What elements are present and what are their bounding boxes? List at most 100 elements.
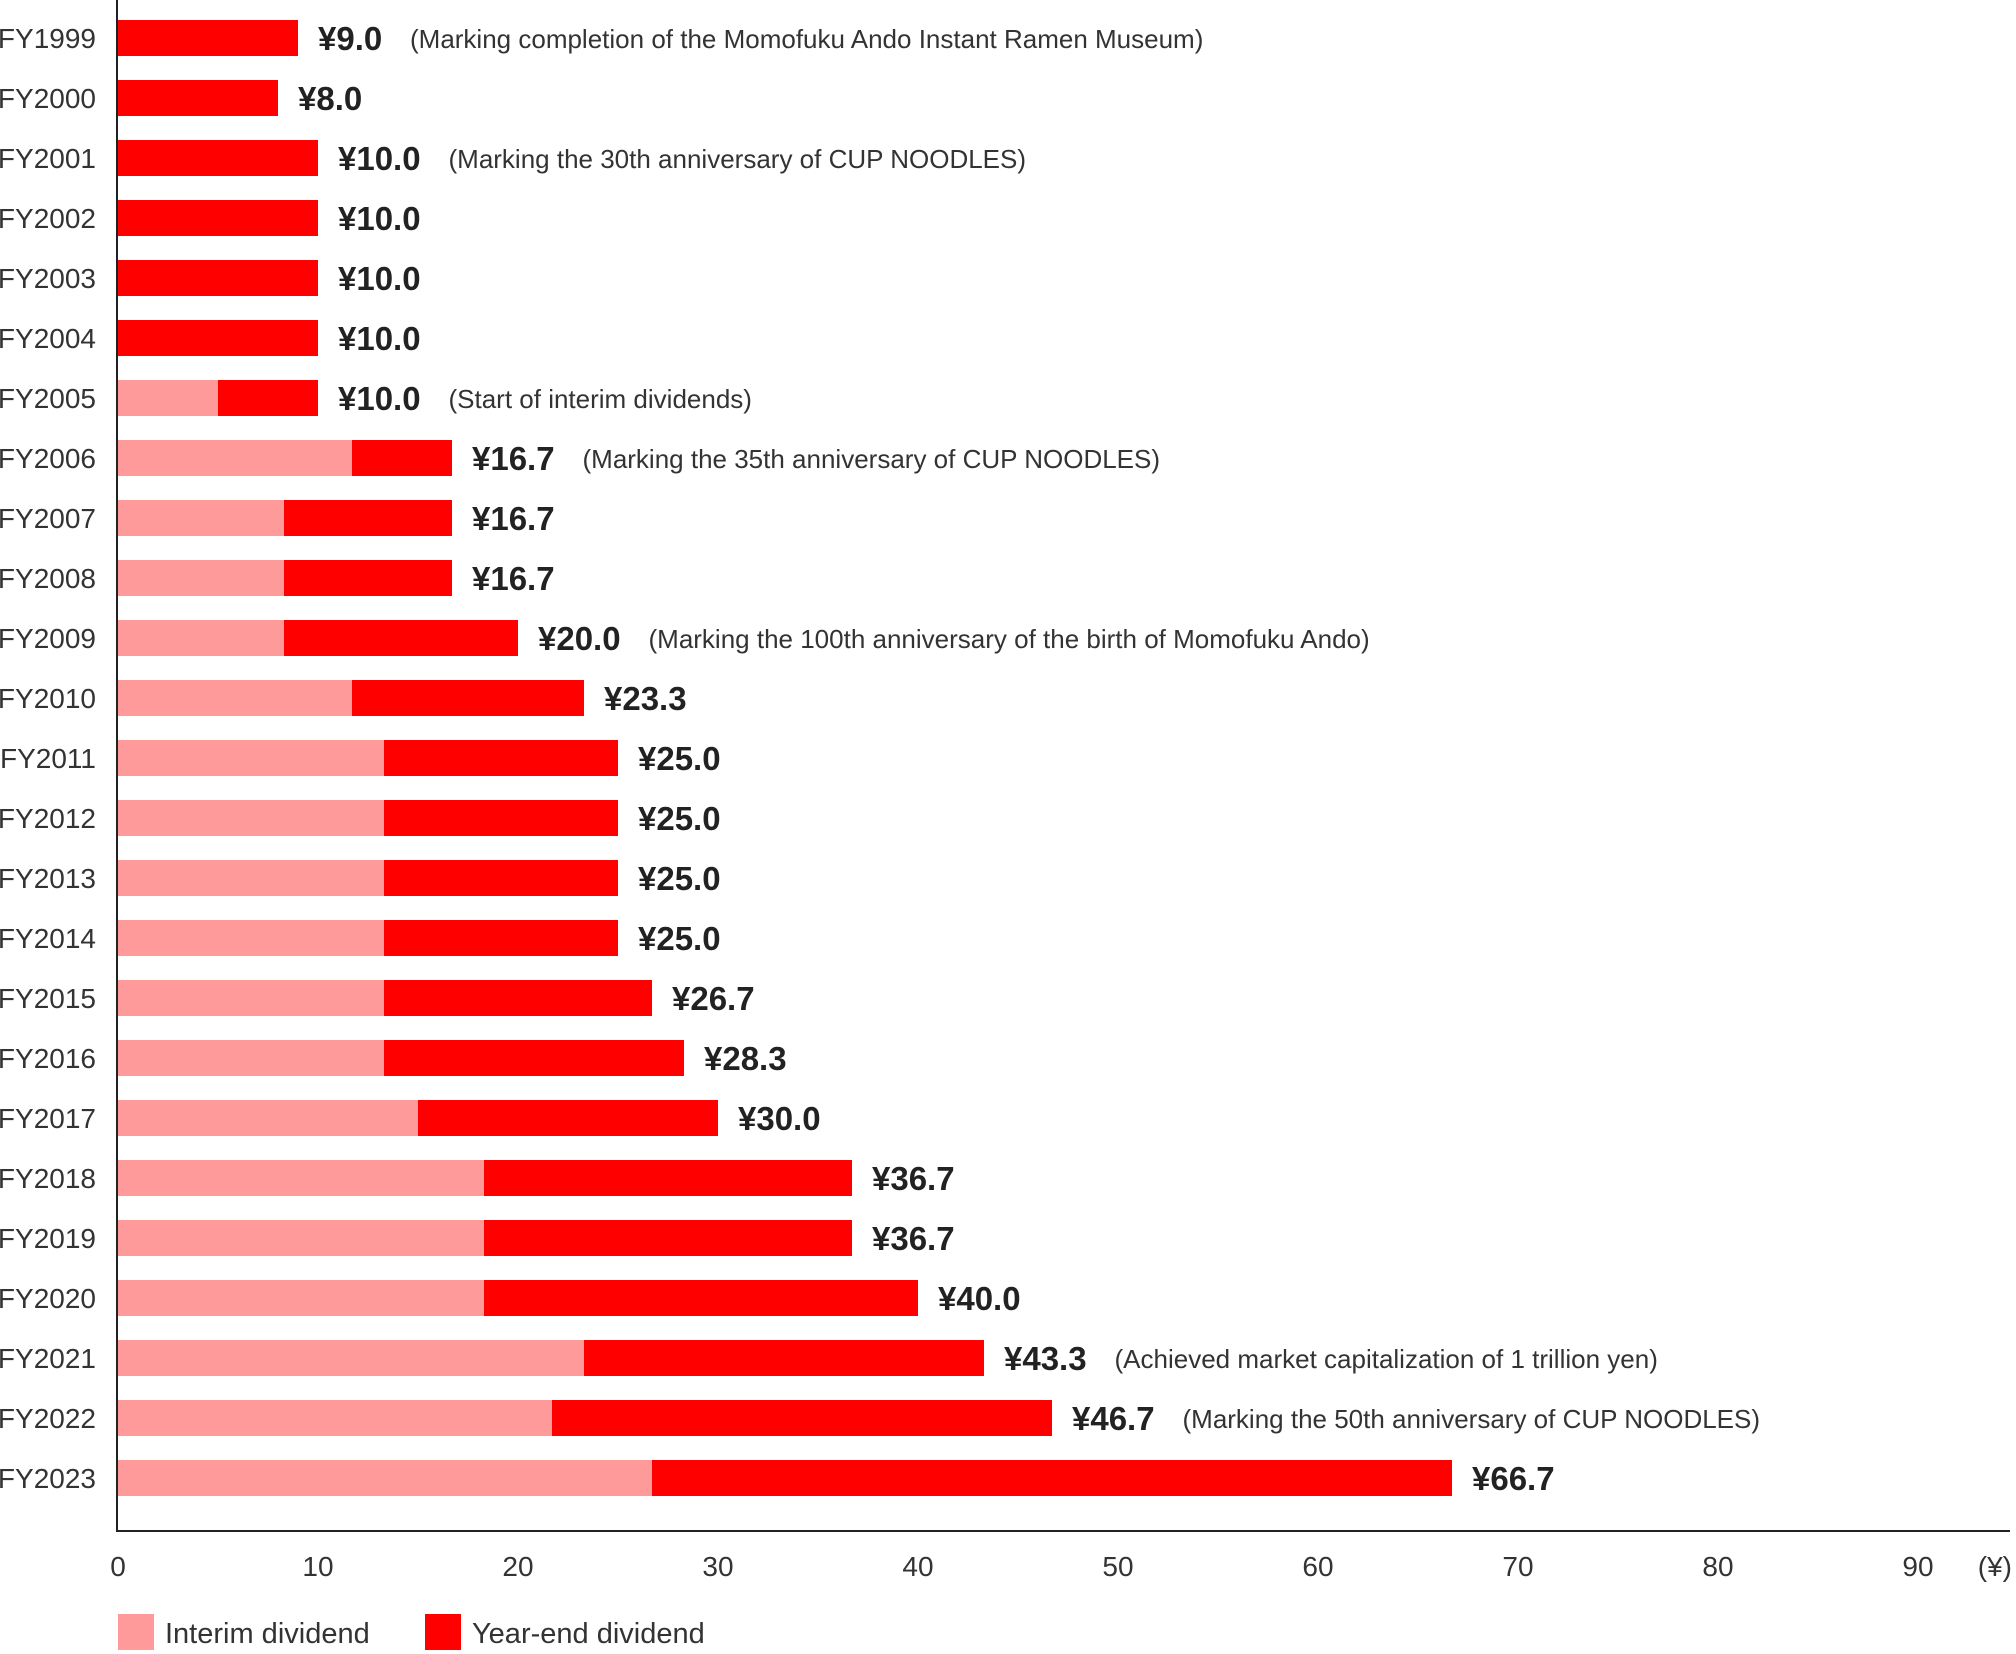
legend-label-year-end: Year-end dividend (472, 1618, 705, 1650)
annotation-label: (Marking the 30th anniversary of CUP NOO… (449, 144, 1027, 174)
year-end-dividend-bar (352, 440, 452, 476)
category-label: FY2022 (0, 1403, 96, 1434)
interim-dividend-bar (118, 560, 284, 596)
category-label: FY2013 (0, 863, 96, 894)
annotation-label: (Marking completion of the Momofuku Ando… (410, 24, 1203, 54)
x-tick-label: 60 (1302, 1551, 1333, 1582)
total-value-label: ¥23.3 (604, 680, 687, 717)
x-tick-label: 80 (1702, 1551, 1733, 1582)
x-axis-unit-label: (¥) (1978, 1551, 2012, 1582)
category-label: FY2010 (0, 683, 96, 714)
annotation-label: (Marking the 100th anniversary of the bi… (649, 624, 1370, 654)
x-tick-label: 40 (902, 1551, 933, 1582)
annotation-label: (Marking the 50th anniversary of CUP NOO… (1183, 1404, 1761, 1434)
total-value-label: ¥10.0 (338, 260, 421, 297)
total-value-label: ¥43.3 (1004, 1340, 1087, 1377)
category-label: FY2007 (0, 503, 96, 534)
total-value-label: ¥16.7 (472, 560, 555, 597)
year-end-dividend-bar (484, 1160, 852, 1196)
year-end-dividend-bar (384, 920, 618, 956)
total-value-label: ¥25.0 (638, 740, 721, 777)
year-end-dividend-bar (218, 380, 318, 416)
year-end-dividend-bar (418, 1100, 718, 1136)
year-end-dividend-bar (384, 740, 618, 776)
interim-dividend-bar (118, 1220, 484, 1256)
bars-layer (118, 20, 1452, 1496)
interim-dividend-bar (118, 620, 284, 656)
interim-dividend-bar (118, 1400, 552, 1436)
interim-dividend-bar (118, 800, 384, 836)
total-value-label: ¥25.0 (638, 800, 721, 837)
interim-dividend-bar (118, 1100, 418, 1136)
category-label: FY2018 (0, 1163, 96, 1194)
interim-dividend-bar (118, 440, 352, 476)
category-label: FY2021 (0, 1343, 96, 1374)
category-label: FY2011 (0, 743, 96, 774)
year-end-dividend-bar (584, 1340, 984, 1376)
year-end-dividend-bar (284, 620, 518, 656)
category-label: FY2008 (0, 563, 96, 594)
year-end-dividend-bar (484, 1220, 852, 1256)
year-end-dividend-bar (118, 80, 278, 116)
year-end-dividend-bar (652, 1460, 1452, 1496)
year-end-dividend-bar (284, 560, 452, 596)
category-label: FY2014 (0, 923, 96, 954)
annotation-label: (Start of interim dividends) (449, 384, 752, 414)
category-label: FY2009 (0, 623, 96, 654)
year-end-dividend-bar (384, 1040, 684, 1076)
total-value-label: ¥10.0 (338, 200, 421, 237)
total-value-label: ¥36.7 (872, 1220, 955, 1257)
total-value-label: ¥25.0 (638, 860, 721, 897)
year-end-dividend-bar (484, 1280, 918, 1316)
total-value-label: ¥16.7 (472, 500, 555, 537)
legend: Interim dividend Year-end dividend (118, 1614, 705, 1650)
year-end-dividend-bar (384, 800, 618, 836)
x-tick-label: 50 (1102, 1551, 1133, 1582)
interim-dividend-bar (118, 1160, 484, 1196)
year-end-dividend-bar (118, 260, 318, 296)
category-label: FY2019 (0, 1223, 96, 1254)
labels-layer: FY1999 ¥9.0 (Marking completion of the Mom… (0, 20, 1760, 1497)
year-end-dividend-bar (118, 140, 318, 176)
interim-dividend-bar (118, 1280, 484, 1316)
total-value-label: ¥28.3 (704, 1040, 787, 1077)
total-value-label: ¥9.0 (318, 20, 382, 57)
year-end-dividend-bar (552, 1400, 1052, 1436)
x-tick-label: 20 (502, 1551, 533, 1582)
annotation-label: (Achieved market capitalization of 1 tri… (1115, 1344, 1658, 1374)
category-label: FY2001 (0, 143, 96, 174)
category-label: FY2012 (0, 803, 96, 834)
total-value-label: ¥25.0 (638, 920, 721, 957)
total-value-label: ¥26.7 (672, 980, 755, 1017)
interim-dividend-bar (118, 860, 384, 896)
year-end-dividend-bar (284, 500, 452, 536)
legend-swatch-year-end (425, 1614, 461, 1650)
x-tick-label: 90 (1902, 1551, 1933, 1582)
category-label: FY2020 (0, 1283, 96, 1314)
interim-dividend-bar (118, 380, 218, 416)
x-tick-label: 10 (302, 1551, 333, 1582)
total-value-label: ¥66.7 (1472, 1460, 1555, 1497)
x-tick-label: 70 (1502, 1551, 1533, 1582)
interim-dividend-bar (118, 1460, 652, 1496)
legend-swatch-interim (118, 1614, 154, 1650)
category-label: FY2003 (0, 263, 96, 294)
interim-dividend-bar (118, 500, 284, 536)
total-value-label: ¥30.0 (738, 1100, 821, 1137)
total-value-label: ¥46.7 (1072, 1400, 1155, 1437)
category-label: FY2023 (0, 1463, 96, 1494)
year-end-dividend-bar (118, 200, 318, 236)
total-value-label: ¥16.7 (472, 440, 555, 477)
year-end-dividend-bar (384, 860, 618, 896)
category-label: FY2005 (0, 383, 96, 414)
interim-dividend-bar (118, 1040, 384, 1076)
category-label: FY2017 (0, 1103, 96, 1134)
category-label: FY2002 (0, 203, 96, 234)
total-value-label: ¥8.0 (298, 80, 362, 117)
interim-dividend-bar (118, 680, 352, 716)
total-value-label: ¥10.0 (338, 140, 421, 177)
total-value-label: ¥40.0 (938, 1280, 1021, 1317)
x-tick-label: 0 (110, 1551, 126, 1582)
interim-dividend-bar (118, 920, 384, 956)
